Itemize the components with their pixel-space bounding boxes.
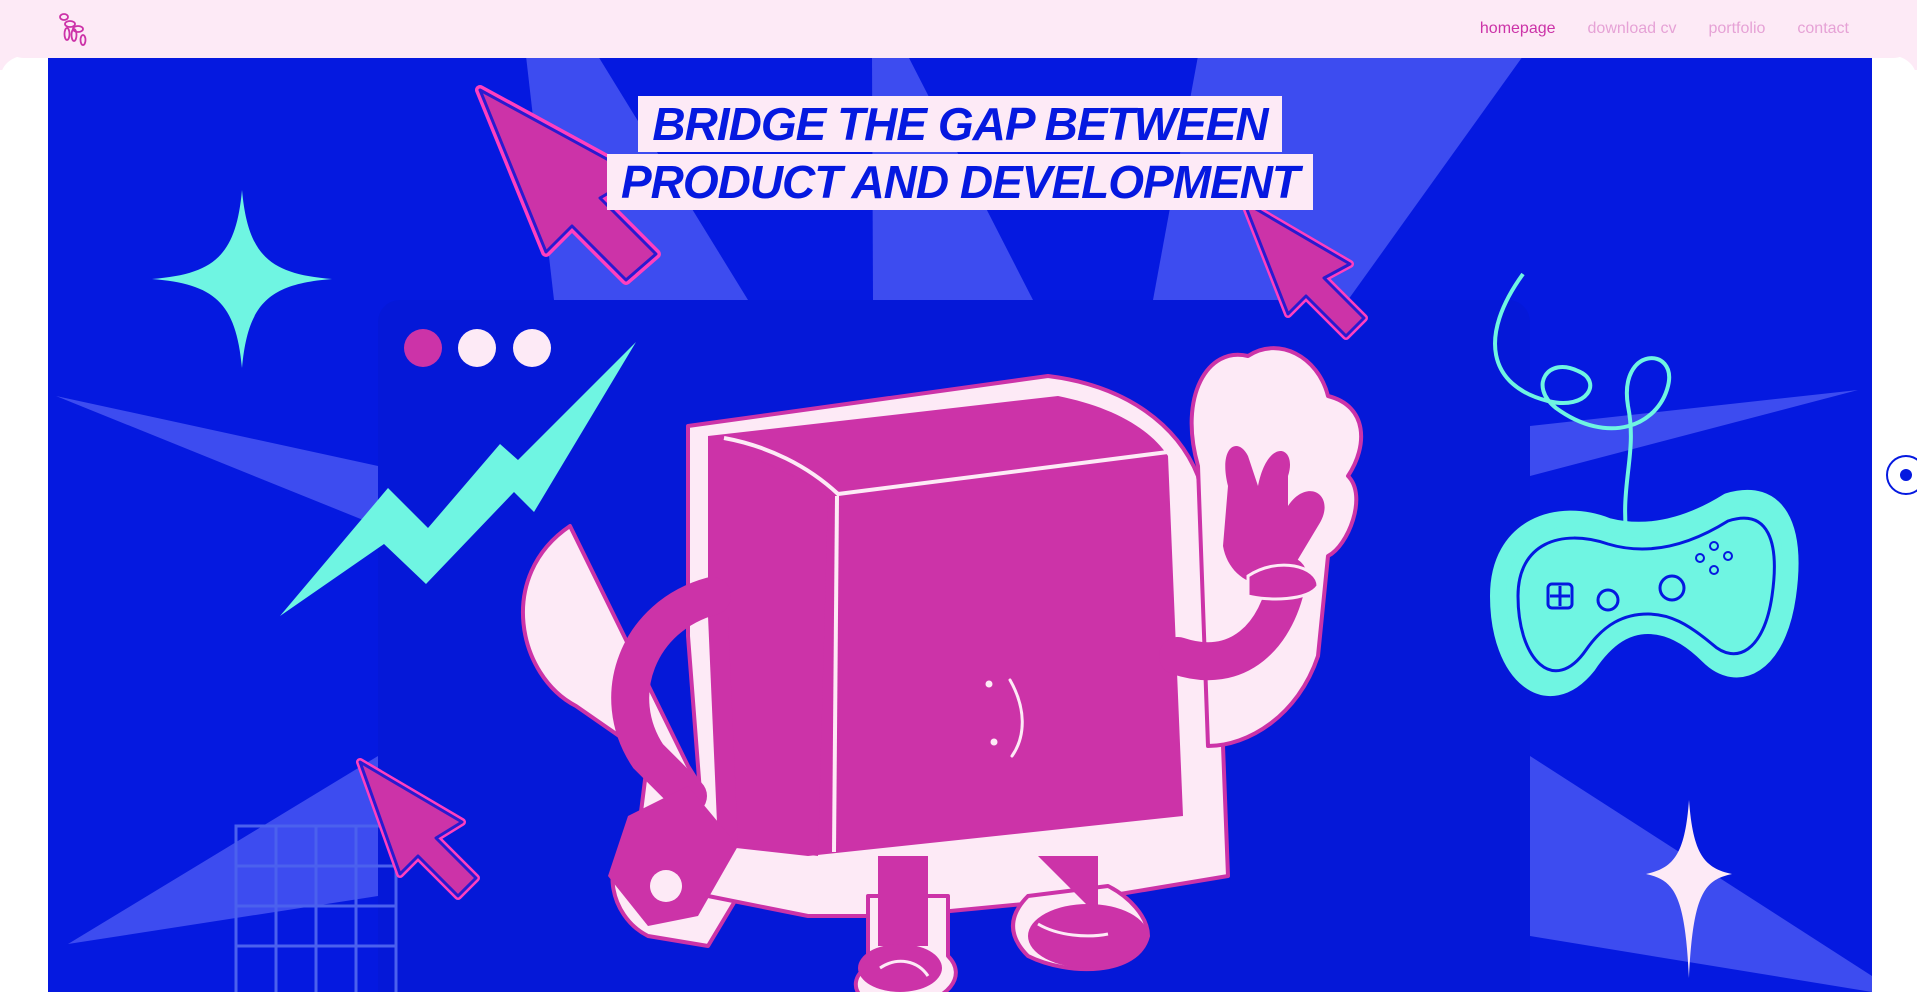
balloon-dog-logo[interactable] (52, 8, 92, 48)
lightning-icon (280, 342, 636, 616)
sparkle-icon (152, 190, 332, 368)
game-controller-icon (1490, 272, 1799, 696)
top-navigation-bar: homepage download cv portfolio contact (0, 0, 1917, 58)
cursor-arrow-icon (1240, 198, 1368, 340)
scroll-indicator-icon[interactable] (1886, 455, 1917, 495)
nav-homepage[interactable]: homepage (1479, 20, 1556, 37)
main-nav: homepage download cv portfolio contact (1480, 0, 1849, 58)
nav-portfolio[interactable]: portfolio (1708, 20, 1766, 37)
box-character (521, 346, 1363, 992)
window-dot-pink-icon (404, 329, 442, 367)
window-dot-icon (458, 329, 496, 367)
hero-section: BRIDGE THE GAP BETWEEN PRODUCT AND DEVEL… (48, 56, 1872, 992)
grid-pattern (234, 824, 398, 992)
window-dot-icon (513, 329, 551, 367)
hero-illustration (56, 56, 1872, 992)
headline-line-2: PRODUCT AND DEVELOPMENT (606, 154, 1314, 210)
cursor-arrow-icon (356, 758, 480, 900)
nav-contact[interactable]: contact (1797, 20, 1849, 37)
hero-headline: BRIDGE THE GAP BETWEEN PRODUCT AND DEVEL… (48, 96, 1872, 212)
headline-line-1: BRIDGE THE GAP BETWEEN (638, 96, 1282, 152)
sparkle-icon (1646, 800, 1732, 978)
nav-download-cv[interactable]: download cv (1587, 20, 1677, 37)
